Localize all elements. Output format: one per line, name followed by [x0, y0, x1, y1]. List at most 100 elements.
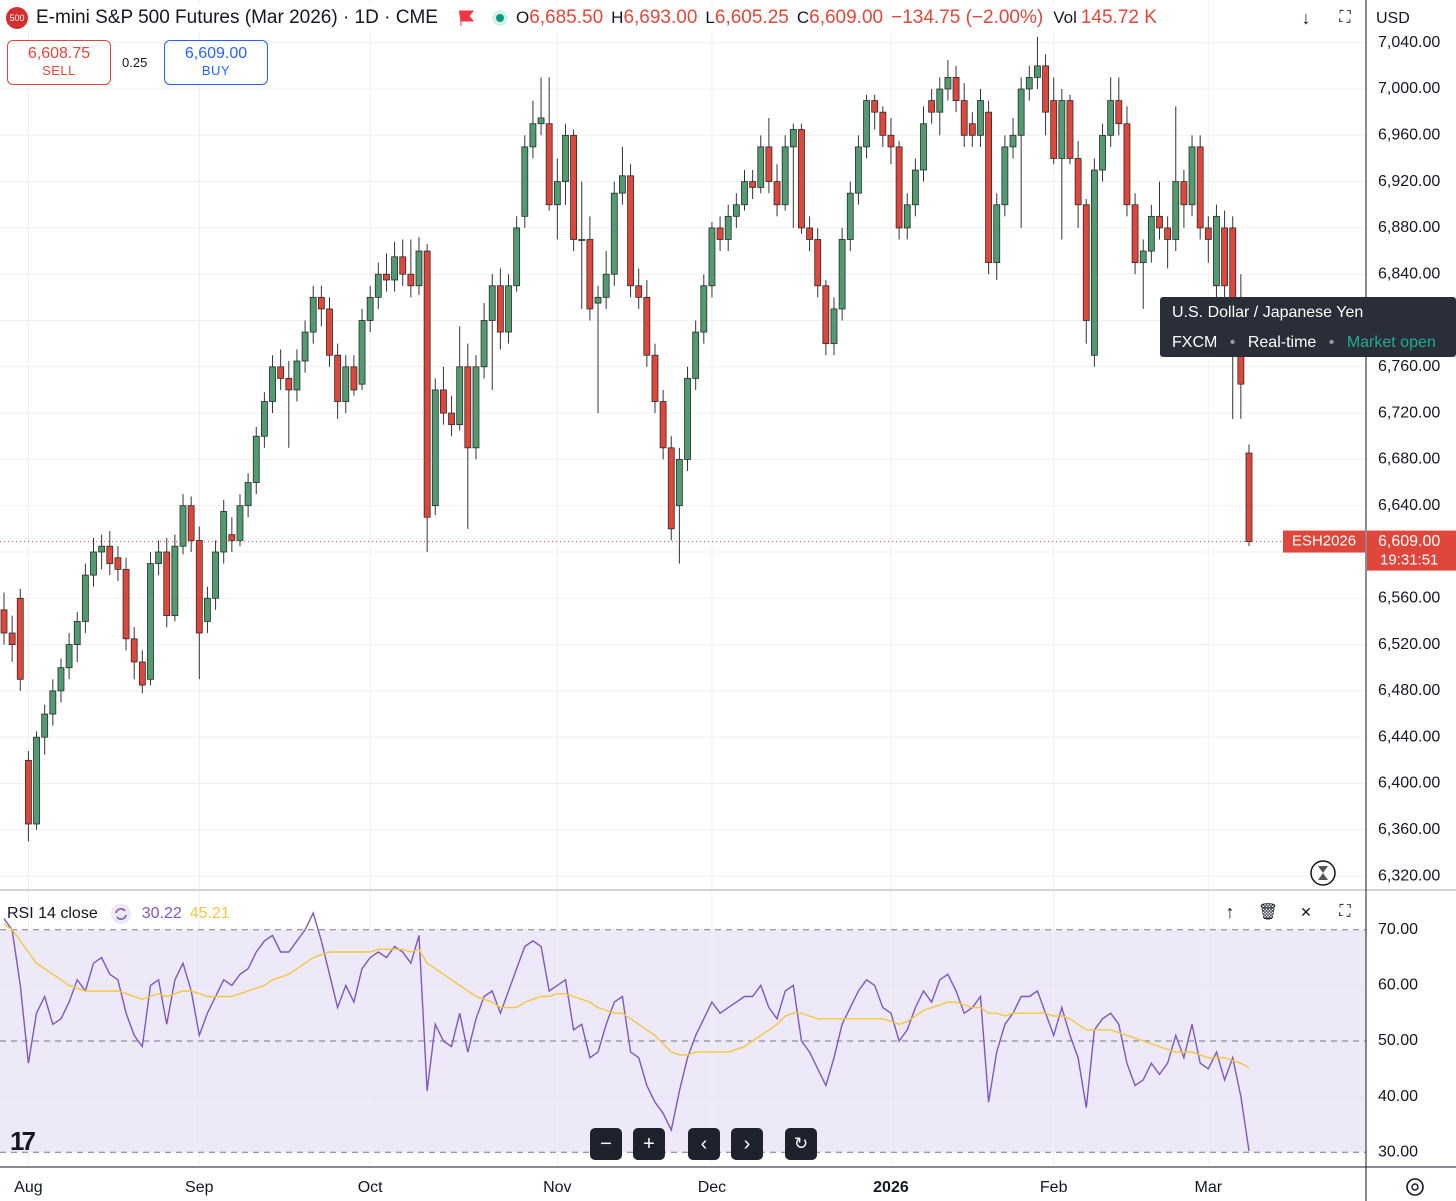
candle-body: [879, 111, 887, 136]
candle-body: [749, 181, 757, 188]
candle-body: [586, 239, 594, 310]
candle-body: [789, 129, 797, 148]
ohlc-item: L6,605.25: [705, 7, 788, 29]
candle-body: [228, 534, 236, 541]
candle-body: [350, 366, 358, 391]
volume-prefix: Vol: [1053, 8, 1077, 27]
change: −134.75 (−2.00%): [891, 7, 1044, 28]
candle-body: [81, 574, 89, 622]
candle-body: [472, 366, 480, 449]
ohlc-value: 6,609.00: [809, 7, 884, 28]
candle-body: [374, 273, 382, 298]
candle-body: [871, 100, 879, 113]
tooltip-feed: Real-time: [1247, 334, 1317, 351]
buy-button[interactable]: 6,609.00 BUY: [164, 40, 268, 85]
rsi-line: [3, 911, 1250, 1152]
reset-button[interactable]: ↻: [785, 1128, 817, 1160]
price-tag: [1367, 530, 1456, 571]
y-tick-label: 6,480.00: [1378, 682, 1440, 699]
candle-body: [309, 296, 317, 333]
candle-body: [293, 360, 301, 391]
candle-body: [204, 597, 211, 622]
scroll-right-button[interactable]: ›: [731, 1128, 763, 1160]
candle-body: [260, 401, 268, 437]
download-button[interactable]: ↓: [1301, 7, 1311, 28]
candle-body: [521, 146, 529, 217]
y-tick-label: 6,400.00: [1378, 775, 1440, 792]
candle-body: [155, 551, 163, 564]
candle-body: [147, 563, 154, 680]
candle-body: [610, 192, 618, 275]
sell-button[interactable]: 6,608.75 SELL: [7, 40, 111, 85]
symbol-title[interactable]: E-mini S&P 500 Futures (Mar 2026) · 1D ·…: [36, 7, 438, 28]
candle-body: [301, 331, 309, 362]
fullscreen-button[interactable]: ⛶: [1339, 9, 1351, 26]
candle-body: [667, 447, 675, 530]
candle-body: [391, 256, 398, 281]
rsi-tick-label: 60.00: [1378, 977, 1418, 994]
candle-body: [659, 401, 667, 449]
candle-body: [537, 117, 545, 125]
candle-body: [138, 661, 146, 686]
rsi-tick-label: 70.00: [1378, 921, 1418, 938]
collapse-button[interactable]: ✕: [1300, 903, 1312, 920]
candle-body: [1188, 146, 1196, 206]
candle-body: [464, 366, 472, 449]
move-up-button[interactable]: ↑: [1225, 901, 1235, 922]
candle-body: [863, 100, 870, 148]
ohlc-value: 6,685.50: [529, 7, 604, 28]
candle-body: [732, 204, 740, 217]
x-tick-label: Nov: [543, 1179, 571, 1196]
candle-body: [252, 435, 260, 483]
candle-body: [635, 285, 643, 298]
rsi-tick-label: 50.00: [1378, 1032, 1418, 1049]
sell-label: SELL: [42, 63, 76, 78]
candle-body: [1172, 181, 1180, 240]
candle-body: [1115, 100, 1123, 125]
candle-body: [553, 181, 561, 206]
candle-body: [1196, 146, 1204, 229]
zoom-in-button[interactable]: +: [633, 1128, 665, 1160]
rsi-legend: RSI 14 close 30.22 45.21: [7, 903, 230, 925]
candle-body: [838, 239, 846, 310]
zoom-out-button[interactable]: −: [590, 1128, 622, 1160]
candle-body: [33, 736, 40, 825]
scroll-left-button[interactable]: ‹: [688, 1128, 720, 1160]
candle-body: [1001, 146, 1009, 206]
ohlc-prefix: L: [705, 8, 715, 27]
candle-body: [513, 227, 521, 287]
candle-body: [1066, 100, 1074, 159]
x-tick-label: Dec: [698, 1179, 726, 1196]
maximize-button[interactable]: ⛶: [1339, 903, 1351, 920]
candle-body: [366, 296, 374, 321]
candle-body: [773, 181, 781, 206]
rsi-sync-icon[interactable]: [110, 903, 132, 925]
currency[interactable]: USD: [1376, 10, 1410, 27]
rsi-tick-label: 40.00: [1378, 1088, 1418, 1105]
tv-logo[interactable]: 17: [10, 1126, 36, 1156]
candle-body: [106, 545, 114, 564]
candle-body: [114, 557, 122, 570]
candle-body: [545, 123, 553, 206]
buy-label: BUY: [201, 63, 231, 78]
candle-body: [936, 88, 944, 113]
sell-price: 6,608.75: [27, 45, 91, 62]
candle-body: [529, 123, 537, 148]
candle-body: [1050, 100, 1058, 159]
candle-body: [716, 227, 724, 240]
y-tick-label: 6,560.00: [1378, 590, 1440, 607]
candle-body: [643, 296, 651, 356]
candle-body: [65, 644, 73, 669]
candle-body: [1099, 134, 1106, 171]
delete-button[interactable]: 🗑: [1257, 904, 1279, 921]
ohlc-item: H6,693.00: [611, 7, 697, 29]
flag-icon[interactable]: [456, 9, 478, 27]
candle-body: [903, 204, 911, 229]
candle-body: [675, 458, 683, 507]
candle-body: [1213, 215, 1220, 287]
logo: 500: [6, 7, 28, 29]
gear-ring: [1406, 1178, 1424, 1196]
candle-body: [570, 134, 578, 240]
candle-body: [334, 354, 342, 402]
